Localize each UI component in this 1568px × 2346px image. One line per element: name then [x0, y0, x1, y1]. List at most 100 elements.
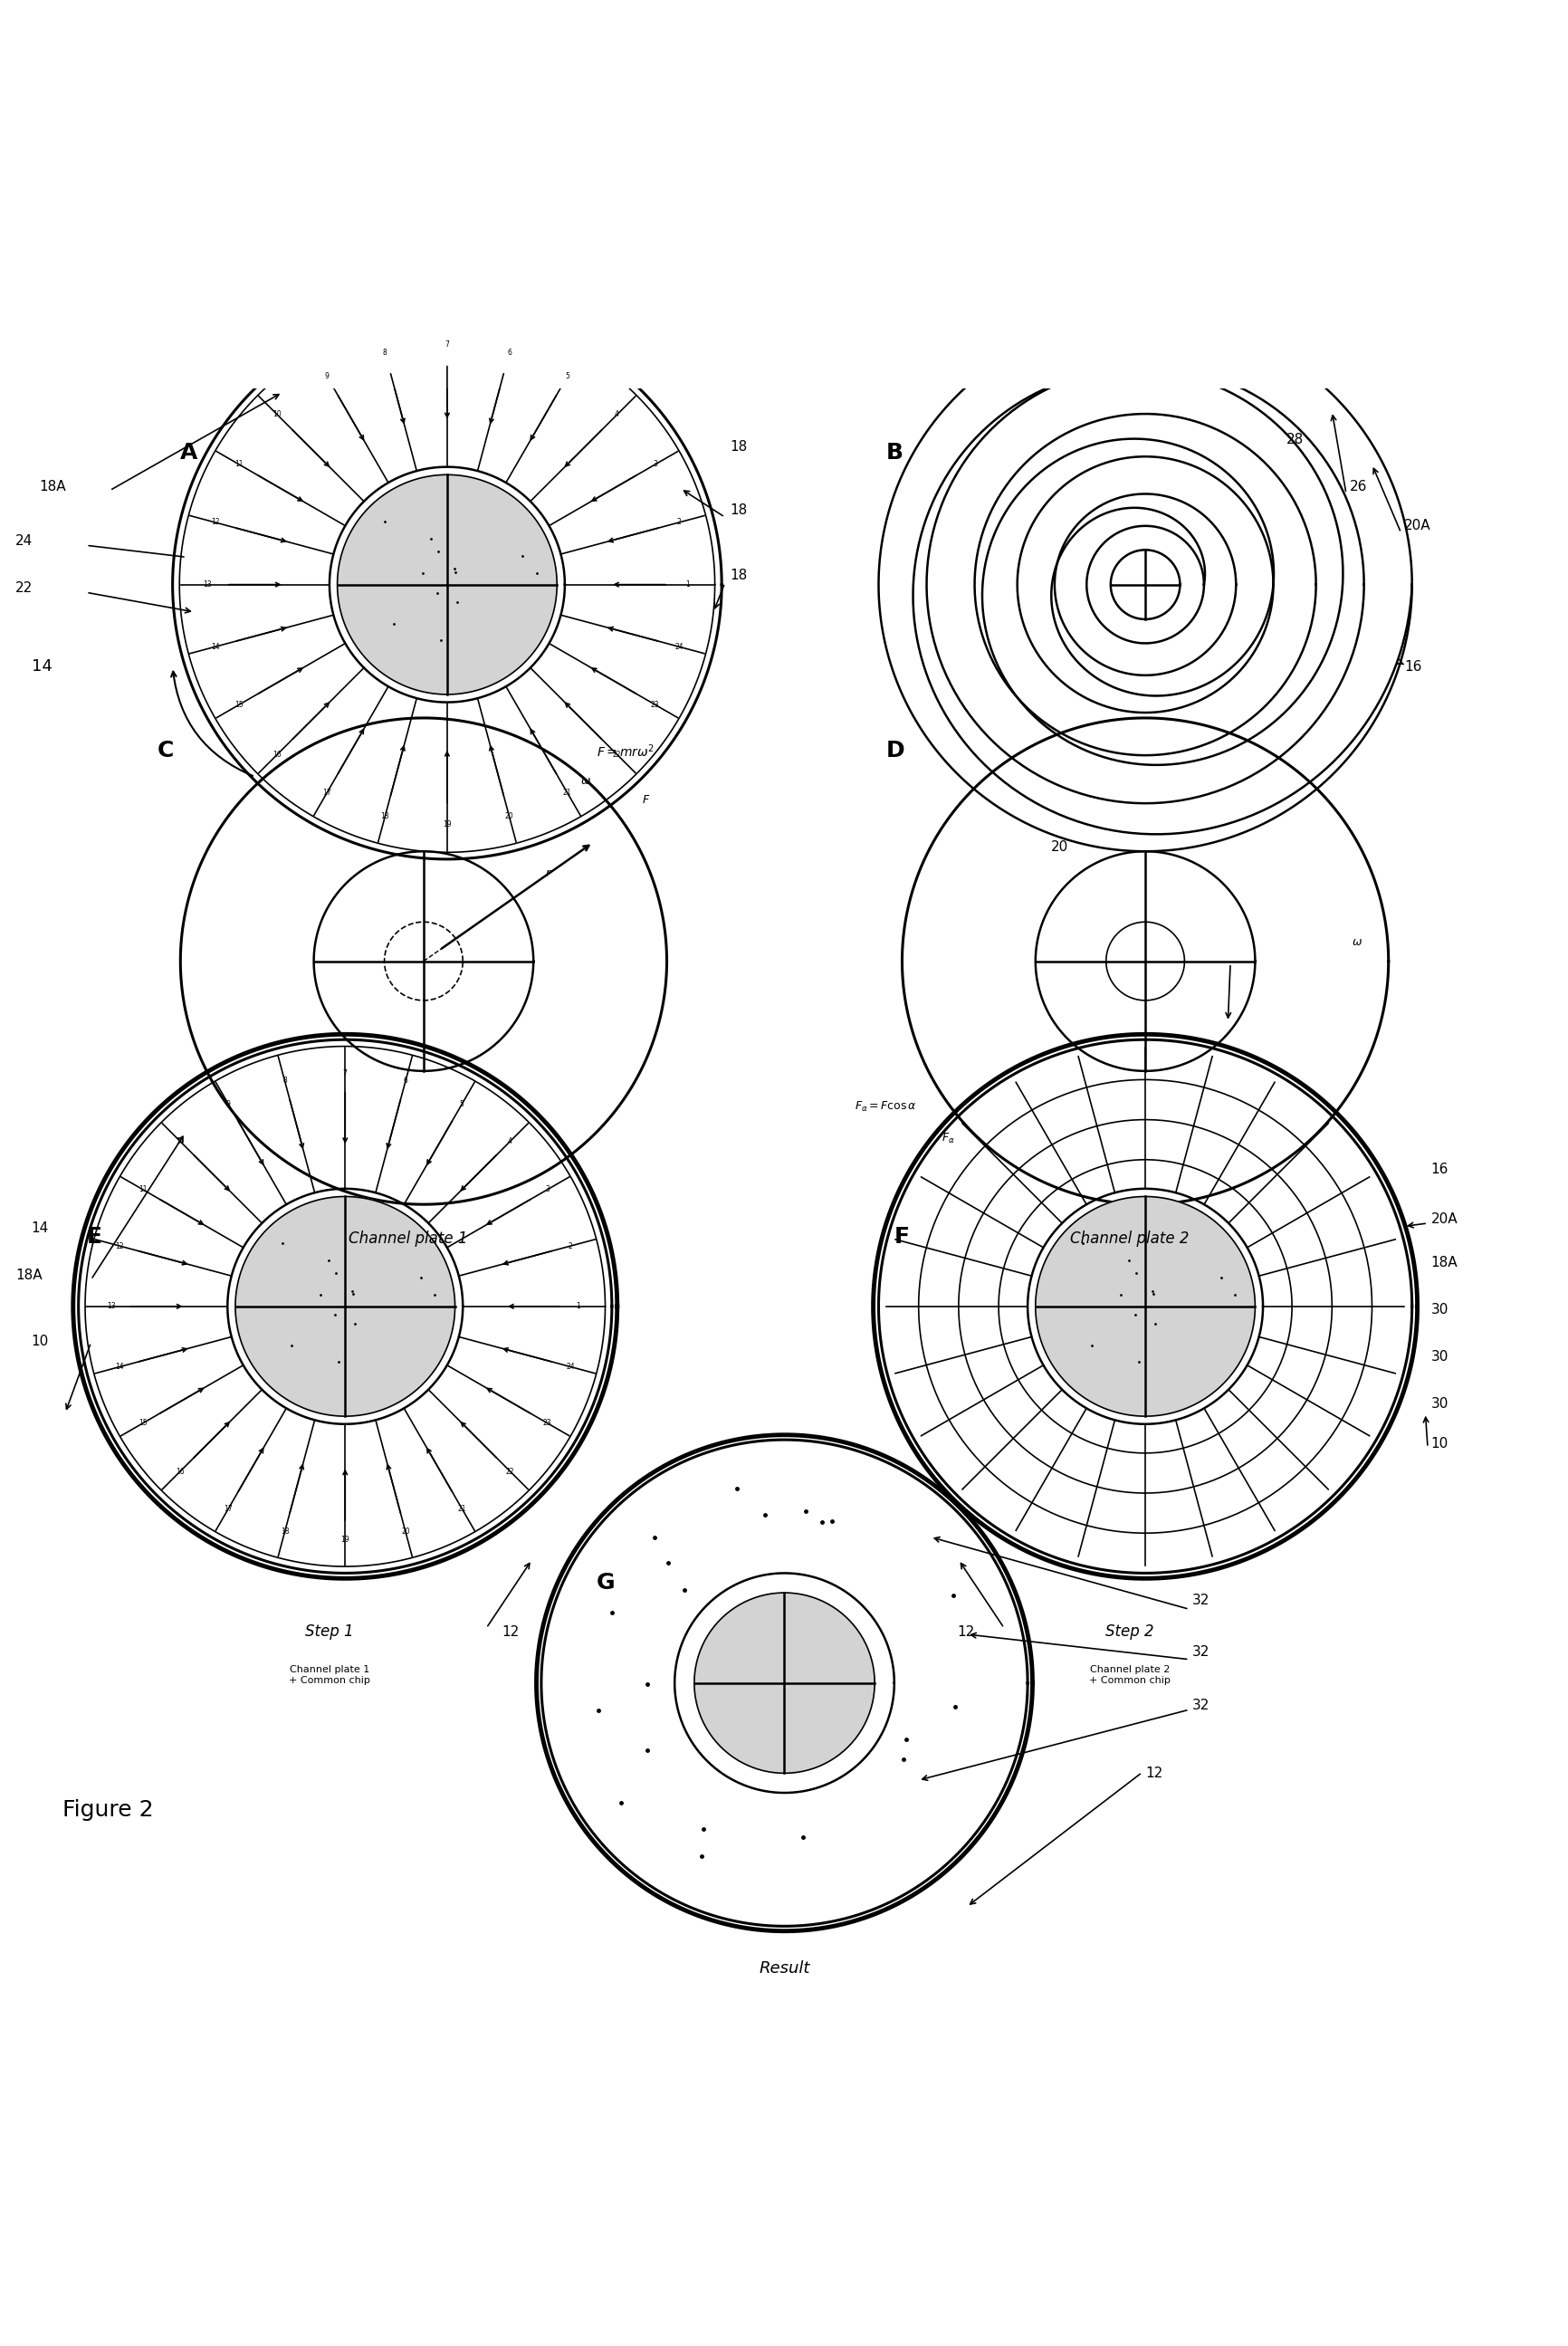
- Text: 21: 21: [563, 788, 571, 798]
- Text: F: F: [643, 793, 649, 805]
- Text: 18A: 18A: [1430, 1255, 1457, 1269]
- Text: 32: 32: [1192, 1699, 1209, 1713]
- Text: 23: 23: [651, 701, 659, 708]
- Text: Channel plate 2
+ Common chip: Channel plate 2 + Common chip: [1088, 1666, 1170, 1684]
- Text: $F = mr\omega^2$: $F = mr\omega^2$: [596, 744, 654, 760]
- Text: 16: 16: [1403, 659, 1421, 673]
- Text: 12: 12: [210, 518, 220, 526]
- Text: 12: 12: [502, 1626, 519, 1638]
- Text: 23: 23: [543, 1419, 552, 1426]
- Text: 18: 18: [729, 570, 746, 582]
- Text: 22: 22: [505, 1466, 514, 1476]
- Text: 30: 30: [1430, 1351, 1447, 1363]
- Text: G: G: [596, 1572, 615, 1593]
- Text: 7: 7: [445, 340, 448, 347]
- Text: 8: 8: [282, 1077, 287, 1084]
- Text: 17: 17: [224, 1504, 232, 1513]
- Text: 7: 7: [343, 1070, 347, 1077]
- Text: 14: 14: [31, 1222, 49, 1236]
- Text: 18: 18: [729, 502, 746, 516]
- Text: 15: 15: [138, 1419, 147, 1426]
- Text: 12: 12: [956, 1626, 974, 1638]
- Text: 15: 15: [235, 701, 243, 708]
- Text: 30: 30: [1430, 1398, 1447, 1410]
- Text: Channel plate 1: Channel plate 1: [348, 1232, 467, 1248]
- Text: 16: 16: [1430, 1161, 1447, 1175]
- Text: 26: 26: [1348, 479, 1366, 493]
- Text: 24: 24: [566, 1363, 574, 1370]
- Text: $F_\alpha = F\cos\alpha$: $F_\alpha = F\cos\alpha$: [855, 1100, 917, 1114]
- Text: 13: 13: [202, 579, 212, 589]
- Text: 1: 1: [575, 1302, 580, 1311]
- Text: 10: 10: [31, 1335, 49, 1349]
- Text: 22: 22: [16, 582, 33, 596]
- Text: 10: 10: [176, 1138, 185, 1145]
- Circle shape: [1035, 1196, 1254, 1417]
- Text: 6: 6: [403, 1077, 408, 1084]
- Text: 8: 8: [383, 350, 387, 357]
- Text: 16: 16: [273, 751, 282, 758]
- Circle shape: [235, 1196, 455, 1417]
- Text: 5: 5: [564, 373, 569, 380]
- Text: 20: 20: [1051, 840, 1068, 854]
- Text: $\omega$: $\omega$: [580, 774, 591, 786]
- Text: 14: 14: [31, 659, 52, 676]
- Text: 32: 32: [1192, 1593, 1209, 1607]
- Text: 12: 12: [1145, 1767, 1162, 1781]
- Text: 11: 11: [138, 1185, 147, 1194]
- Text: 1: 1: [685, 579, 688, 589]
- Text: 19: 19: [340, 1537, 350, 1544]
- Text: 9: 9: [226, 1100, 230, 1107]
- Text: 14: 14: [116, 1363, 124, 1370]
- Text: 20: 20: [401, 1527, 409, 1537]
- Text: 24: 24: [674, 643, 684, 650]
- Text: 4: 4: [615, 411, 619, 418]
- Text: A: A: [180, 441, 198, 465]
- Text: 24: 24: [16, 535, 33, 549]
- Text: 16: 16: [176, 1466, 185, 1476]
- Text: 12: 12: [116, 1241, 124, 1250]
- Text: Channel plate 1
+ Common chip: Channel plate 1 + Common chip: [289, 1666, 370, 1684]
- Text: Step 1: Step 1: [306, 1623, 353, 1640]
- Text: 21: 21: [458, 1504, 466, 1513]
- Text: 20A: 20A: [1403, 518, 1430, 533]
- Text: F: F: [894, 1227, 909, 1248]
- Text: 2: 2: [568, 1241, 572, 1250]
- Text: 4: 4: [508, 1138, 513, 1145]
- Text: 10: 10: [273, 411, 282, 418]
- Text: 17: 17: [323, 788, 331, 798]
- Text: 13: 13: [107, 1302, 116, 1311]
- Text: 5: 5: [459, 1100, 464, 1107]
- Text: 14: 14: [210, 643, 220, 650]
- Circle shape: [337, 474, 557, 694]
- Text: $\omega$: $\omega$: [1352, 936, 1363, 948]
- Text: 18A: 18A: [39, 479, 66, 493]
- Text: 18: 18: [381, 812, 389, 821]
- Text: r: r: [546, 868, 549, 880]
- Text: D: D: [886, 739, 905, 762]
- Text: 20: 20: [505, 812, 513, 821]
- Text: 18: 18: [729, 441, 746, 453]
- Text: Figure 2: Figure 2: [63, 1799, 154, 1820]
- Text: 6: 6: [506, 350, 511, 357]
- Text: 11: 11: [235, 460, 243, 469]
- Text: 20A: 20A: [1430, 1213, 1457, 1227]
- Text: 30: 30: [1430, 1304, 1447, 1316]
- Text: Step 2: Step 2: [1105, 1623, 1152, 1640]
- Text: B: B: [886, 441, 903, 465]
- Text: E: E: [86, 1227, 102, 1248]
- Text: Channel plate 2: Channel plate 2: [1069, 1232, 1189, 1248]
- Text: 2: 2: [677, 518, 681, 526]
- Circle shape: [695, 1593, 875, 1774]
- Text: 28: 28: [1286, 432, 1303, 446]
- Text: 19: 19: [442, 821, 452, 828]
- Text: 9: 9: [325, 373, 329, 380]
- Text: 10: 10: [1430, 1436, 1447, 1450]
- Text: $F_\alpha$: $F_\alpha$: [941, 1131, 955, 1145]
- Text: 18: 18: [281, 1527, 289, 1537]
- Text: 32: 32: [1192, 1645, 1209, 1659]
- Text: 22: 22: [613, 751, 621, 758]
- Text: 3: 3: [544, 1185, 549, 1194]
- Text: Result: Result: [759, 1961, 809, 1978]
- Text: C: C: [157, 739, 174, 762]
